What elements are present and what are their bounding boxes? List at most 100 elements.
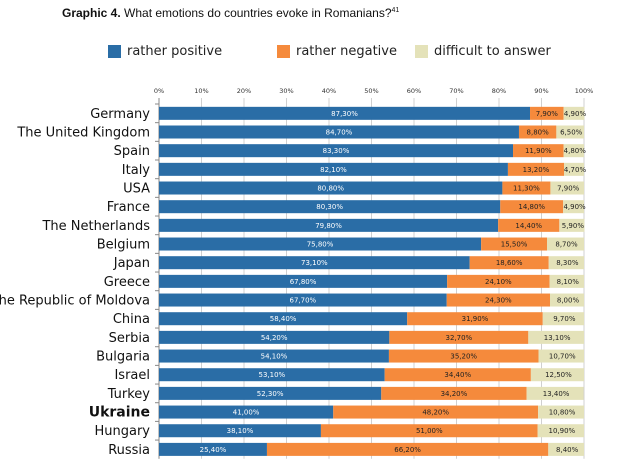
bar-segment bbox=[500, 200, 564, 214]
category-label: Russia bbox=[108, 443, 150, 458]
x-tick-label: 90% bbox=[534, 87, 548, 95]
x-tick-label: 60% bbox=[407, 87, 421, 95]
data-label: 84,70% bbox=[326, 129, 353, 137]
bar-segment bbox=[159, 293, 447, 307]
bar-segment bbox=[159, 405, 334, 419]
bar-segment bbox=[550, 293, 584, 307]
bar-segment bbox=[159, 144, 514, 158]
x-tick-label: 10% bbox=[194, 87, 208, 95]
bar-segment bbox=[159, 106, 531, 120]
x-tick-label: 50% bbox=[364, 87, 378, 95]
data-label: 53,10% bbox=[258, 371, 285, 379]
title-text: What emotions do countries evoke in Roma… bbox=[120, 6, 392, 20]
bar-segment bbox=[513, 144, 564, 158]
bar-segment bbox=[388, 349, 539, 363]
legend-item-difficult: difficult to answer bbox=[415, 44, 551, 59]
data-label: 66,20% bbox=[394, 446, 421, 454]
bar-segment bbox=[159, 181, 503, 195]
data-label: 8,00% bbox=[557, 297, 580, 305]
bar-segment bbox=[563, 106, 585, 120]
data-label: 31,90% bbox=[462, 315, 489, 323]
category-label: Serbia bbox=[109, 331, 150, 346]
bar-segment bbox=[159, 274, 448, 288]
bar-segment bbox=[407, 312, 543, 326]
bar-segment bbox=[159, 312, 408, 326]
bar-segment bbox=[550, 181, 584, 195]
data-label: 7,90% bbox=[536, 110, 559, 118]
legend-label: rather positive bbox=[127, 44, 223, 59]
data-label: 4,80% bbox=[564, 147, 587, 155]
data-label: 8,70% bbox=[555, 241, 578, 249]
category-label: Belgium bbox=[97, 238, 150, 253]
bar-segment bbox=[159, 162, 508, 176]
bar-segment bbox=[159, 349, 389, 363]
legend-swatch bbox=[415, 45, 428, 58]
data-label: 8,40% bbox=[556, 446, 579, 454]
category-label: Ukraine bbox=[89, 405, 150, 421]
data-label: 67,70% bbox=[290, 297, 317, 305]
data-label: 14,80% bbox=[518, 203, 545, 211]
category-label: Italy bbox=[122, 163, 151, 178]
legend-swatch bbox=[277, 45, 290, 58]
data-label: 9,70% bbox=[553, 315, 576, 323]
data-label: 54,20% bbox=[261, 334, 288, 342]
data-label: 14,40% bbox=[515, 222, 542, 230]
bar-segment bbox=[447, 274, 550, 288]
data-label: 11,30% bbox=[513, 185, 540, 193]
bar-segment bbox=[547, 237, 584, 251]
data-label: 32,70% bbox=[445, 334, 472, 342]
data-label: 25,40% bbox=[200, 446, 227, 454]
data-label: 34,40% bbox=[444, 371, 471, 379]
category-label: Bulgaria bbox=[96, 350, 150, 365]
bar-segment bbox=[159, 368, 385, 382]
data-label: 13,10% bbox=[544, 334, 571, 342]
x-tick-label: 70% bbox=[449, 87, 463, 95]
data-label: 82,10% bbox=[320, 166, 347, 174]
bar-segment bbox=[559, 218, 585, 232]
bar-segment bbox=[502, 181, 551, 195]
bar-segment bbox=[389, 330, 529, 344]
bar-segment bbox=[518, 125, 557, 139]
data-label: 8,30% bbox=[556, 259, 579, 267]
data-label: 4,90% bbox=[563, 203, 586, 211]
x-tick-label: 40% bbox=[322, 87, 336, 95]
data-label: 24,30% bbox=[485, 297, 512, 305]
bar-segment bbox=[548, 442, 584, 456]
category-label: China bbox=[113, 312, 150, 327]
x-tick-label: 80% bbox=[492, 87, 506, 95]
category-label: Turkey bbox=[107, 387, 151, 402]
bar-segment bbox=[446, 293, 550, 307]
data-label: 48,20% bbox=[422, 409, 449, 417]
bar-segment bbox=[469, 256, 549, 270]
data-label: 10,90% bbox=[548, 427, 575, 435]
category-label: USA bbox=[123, 182, 150, 197]
bar-segment bbox=[498, 218, 560, 232]
bar-segment bbox=[542, 312, 584, 326]
legend-item-negative: rather negative bbox=[277, 44, 397, 59]
bar-segment bbox=[159, 125, 519, 139]
data-label: 12,50% bbox=[545, 371, 572, 379]
data-label: 11,90% bbox=[525, 147, 552, 155]
bar-segment bbox=[530, 368, 584, 382]
data-label: 75,80% bbox=[307, 241, 334, 249]
data-label: 13,40% bbox=[543, 390, 570, 398]
bar-segment bbox=[159, 424, 321, 438]
legend-item-positive: rather positive bbox=[108, 44, 222, 59]
data-label: 15,50% bbox=[501, 241, 528, 249]
data-label: 4,90% bbox=[564, 110, 587, 118]
data-label: 8,10% bbox=[557, 278, 580, 286]
bar-segment bbox=[528, 330, 584, 344]
data-label: 10,80% bbox=[549, 409, 576, 417]
category-label: The Netherlands bbox=[41, 219, 150, 234]
data-label: 6,50% bbox=[560, 129, 583, 137]
data-label: 54,10% bbox=[261, 353, 288, 361]
bar-segment bbox=[159, 442, 267, 456]
legend-label: difficult to answer bbox=[434, 44, 551, 59]
data-label: 41,00% bbox=[233, 409, 260, 417]
x-tick-label: 0% bbox=[154, 87, 164, 95]
x-tick-label: 20% bbox=[237, 87, 251, 95]
data-label: 83,30% bbox=[323, 147, 350, 155]
bar-segment bbox=[159, 218, 499, 232]
data-label: 5,90% bbox=[562, 222, 585, 230]
bar-segment bbox=[159, 200, 501, 214]
